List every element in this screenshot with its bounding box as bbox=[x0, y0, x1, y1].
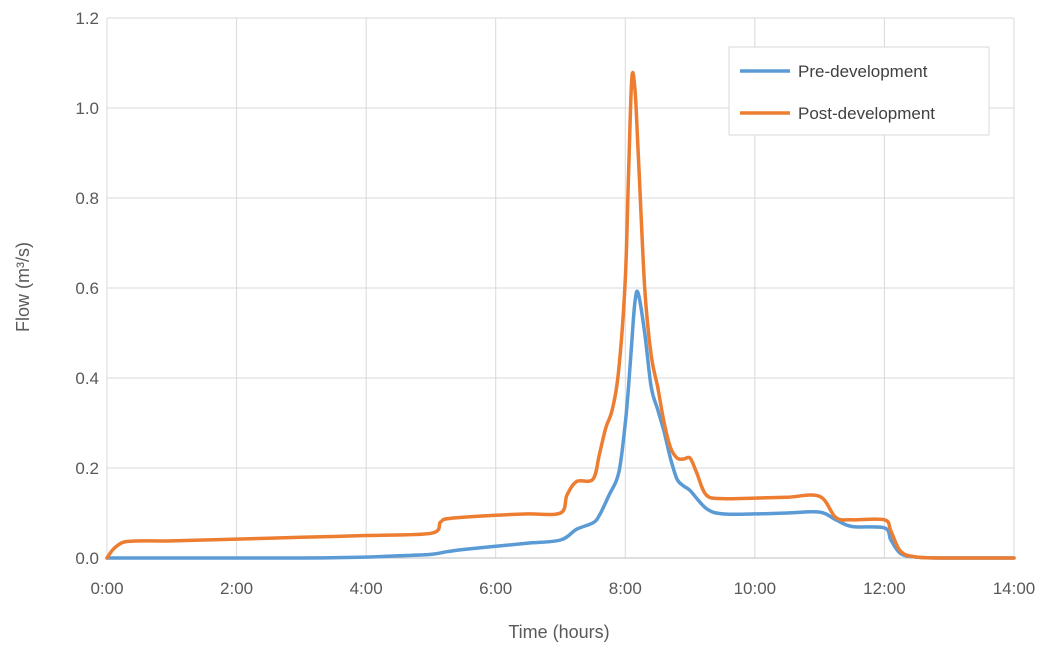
x-axis-tick-labels: 0:00 2:00 4:00 6:00 8:00 10:00 12:00 14:00 bbox=[90, 579, 1035, 598]
x-tick-label: 12:00 bbox=[863, 579, 906, 598]
y-tick-label: 0.0 bbox=[75, 549, 99, 568]
y-tick-label: 0.4 bbox=[75, 369, 99, 388]
legend-box bbox=[728, 46, 990, 136]
x-axis-title: Time (hours) bbox=[508, 622, 609, 642]
y-tick-label: 1.0 bbox=[75, 99, 99, 118]
y-tick-label: 1.2 bbox=[75, 9, 99, 28]
y-tick-label: 0.6 bbox=[75, 279, 99, 298]
x-tick-label: 8:00 bbox=[609, 579, 642, 598]
legend-label-pre-development: Pre-development bbox=[798, 62, 928, 81]
x-tick-label: 4:00 bbox=[350, 579, 383, 598]
series-line-pre-development bbox=[105, 289, 1016, 560]
legend: Pre-development Post-development bbox=[728, 46, 990, 136]
x-tick-label: 10:00 bbox=[734, 579, 777, 598]
y-axis-title: Flow (m³/s) bbox=[13, 242, 33, 332]
x-tick-label: 14:00 bbox=[993, 579, 1036, 598]
x-tick-label: 2:00 bbox=[220, 579, 253, 598]
y-tick-label: 0.8 bbox=[75, 189, 99, 208]
y-tick-label: 0.2 bbox=[75, 459, 99, 478]
x-tick-label: 6:00 bbox=[479, 579, 512, 598]
y-axis-tick-labels: 0.0 0.2 0.4 0.6 0.8 1.0 1.2 bbox=[75, 9, 99, 568]
series-lines bbox=[105, 71, 1016, 560]
series-line-post-development bbox=[105, 71, 1016, 560]
gridlines bbox=[106, 17, 1015, 559]
legend-label-post-development: Post-development bbox=[798, 104, 935, 123]
x-tick-label: 0:00 bbox=[90, 579, 123, 598]
